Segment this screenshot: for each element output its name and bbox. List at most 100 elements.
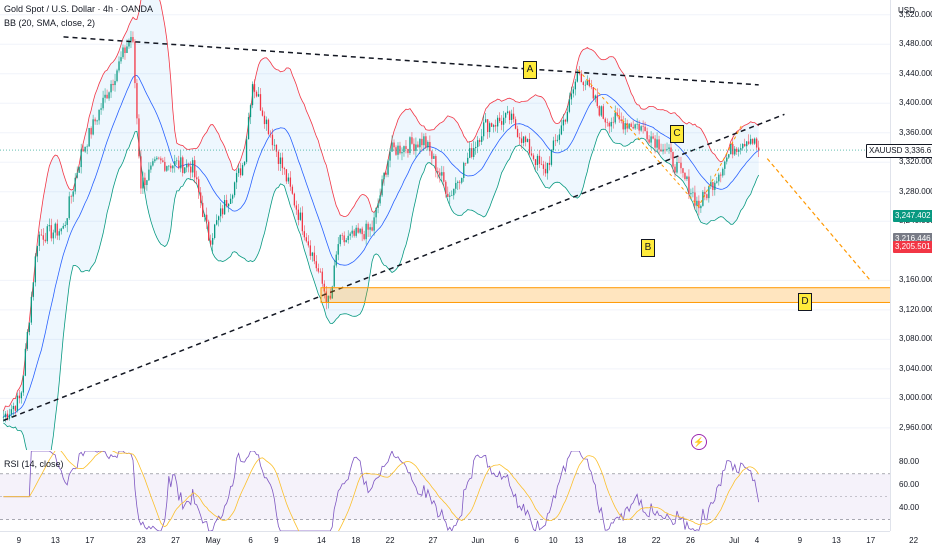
- candle-body: [395, 147, 397, 155]
- candle-body: [251, 84, 254, 106]
- candle-body: [622, 121, 624, 130]
- candle-body: [710, 182, 712, 186]
- candle-body: [329, 295, 331, 299]
- candle-body: [363, 234, 365, 240]
- time-tick: 17: [866, 536, 876, 545]
- candle-body: [281, 157, 284, 169]
- candle-body: [333, 265, 335, 287]
- candle-body: [728, 154, 730, 158]
- price-axis[interactable]: 3,520.000 3,480.000 3,440.000 3,400.000 3,36…: [890, 0, 932, 531]
- rsi-tick: 80.00: [899, 457, 920, 467]
- candle-body: [371, 227, 373, 231]
- candle-body: [233, 182, 236, 196]
- candle-body: [409, 137, 411, 154]
- time-tick: May: [205, 536, 221, 545]
- candle-body: [353, 230, 355, 236]
- price-tick: 3,480.000: [899, 39, 932, 49]
- candle-body: [271, 134, 274, 146]
- candle-body: [204, 214, 206, 218]
- price-chart-pane[interactable]: [0, 0, 906, 491]
- candle-body: [572, 89, 575, 94]
- candle-body: [403, 146, 405, 153]
- candle-body: [455, 182, 457, 189]
- candle-body: [18, 395, 21, 399]
- candle-body: [702, 191, 704, 206]
- candle-body: [86, 146, 88, 148]
- candle-body: [471, 148, 473, 157]
- candle-body: [608, 122, 610, 127]
- candle-body: [644, 126, 646, 132]
- candle-body: [554, 140, 557, 142]
- candle-body: [114, 81, 116, 86]
- candle-body: [148, 169, 150, 181]
- bb-lower-band: [3, 128, 760, 491]
- candle-body: [94, 119, 96, 122]
- candle-body: [98, 109, 100, 121]
- candle-body: [237, 168, 240, 174]
- candle-body: [154, 159, 156, 162]
- candle-body: [14, 405, 17, 411]
- candle-body: [367, 223, 369, 230]
- candle-body: [602, 106, 604, 119]
- candle-body: [656, 139, 658, 148]
- candle-body: [2, 416, 5, 418]
- lightning-icon[interactable]: ⚡: [691, 434, 707, 450]
- candle-body: [754, 138, 756, 144]
- candle-body: [293, 193, 296, 206]
- candle-body: [473, 148, 475, 157]
- candle-body: [305, 237, 307, 242]
- candle-body: [283, 168, 286, 170]
- candle-body: [419, 138, 421, 148]
- candle-body: [331, 286, 333, 299]
- candle-body: [564, 119, 567, 122]
- bb-legend[interactable]: BB (20, SMA, close, 2): [4, 18, 96, 28]
- wave-label-c: C: [670, 125, 684, 143]
- time-tick: 18: [617, 536, 627, 545]
- candle-body: [120, 57, 122, 62]
- time-tick: 27: [428, 536, 438, 545]
- candle-body: [357, 227, 359, 233]
- candle-body: [512, 113, 515, 120]
- candle-body: [46, 226, 48, 242]
- bb-upper-band: [3, 0, 759, 412]
- candle-body: [510, 113, 513, 121]
- candle-body: [313, 252, 315, 262]
- time-axis[interactable]: 9 13 17 23 27 May 6 9 14 18 22 27 Jun 6 10 13 18 22 26 Jul 4…: [0, 531, 918, 551]
- candle-body: [186, 164, 188, 168]
- bb-fill: [3, 0, 759, 490]
- candle-body: [560, 125, 563, 135]
- candle-body: [401, 152, 403, 154]
- candle-body: [126, 46, 128, 54]
- candle-body: [287, 177, 290, 182]
- currency-label[interactable]: USD: [898, 6, 915, 15]
- symbol-title[interactable]: Gold Spot / U.S. Dollar · 4h · OANDA: [4, 4, 154, 14]
- candle-body: [289, 177, 292, 187]
- candle-body: [680, 162, 682, 169]
- price-tick: 3,120.000: [899, 304, 932, 314]
- candle-body: [714, 182, 716, 190]
- time-tick: 26: [686, 536, 695, 545]
- candle-body: [269, 134, 272, 135]
- candle-body: [606, 122, 608, 123]
- candle-body: [415, 144, 417, 151]
- candle-body: [335, 254, 337, 266]
- candle-body: [146, 180, 148, 186]
- candle-body: [62, 225, 64, 229]
- candle-body: [417, 144, 419, 148]
- rsi-pane[interactable]: [0, 447, 890, 542]
- candle-body: [221, 208, 224, 215]
- rsi-legend[interactable]: RSI (14, close): [4, 459, 64, 469]
- candle-body: [168, 165, 170, 167]
- bb-basis: [3, 74, 759, 418]
- candle-body: [142, 177, 144, 189]
- time-tick: 14: [316, 536, 326, 545]
- candle-body: [343, 235, 345, 243]
- candle-body: [500, 121, 503, 125]
- candle-body: [32, 282, 34, 297]
- candle-body: [433, 156, 435, 159]
- price-tick: 3,160.000: [899, 275, 932, 285]
- candle-body: [223, 200, 226, 215]
- candle-body: [377, 203, 379, 208]
- price-tick: 2,960.000: [899, 422, 932, 432]
- candle-body: [64, 224, 66, 226]
